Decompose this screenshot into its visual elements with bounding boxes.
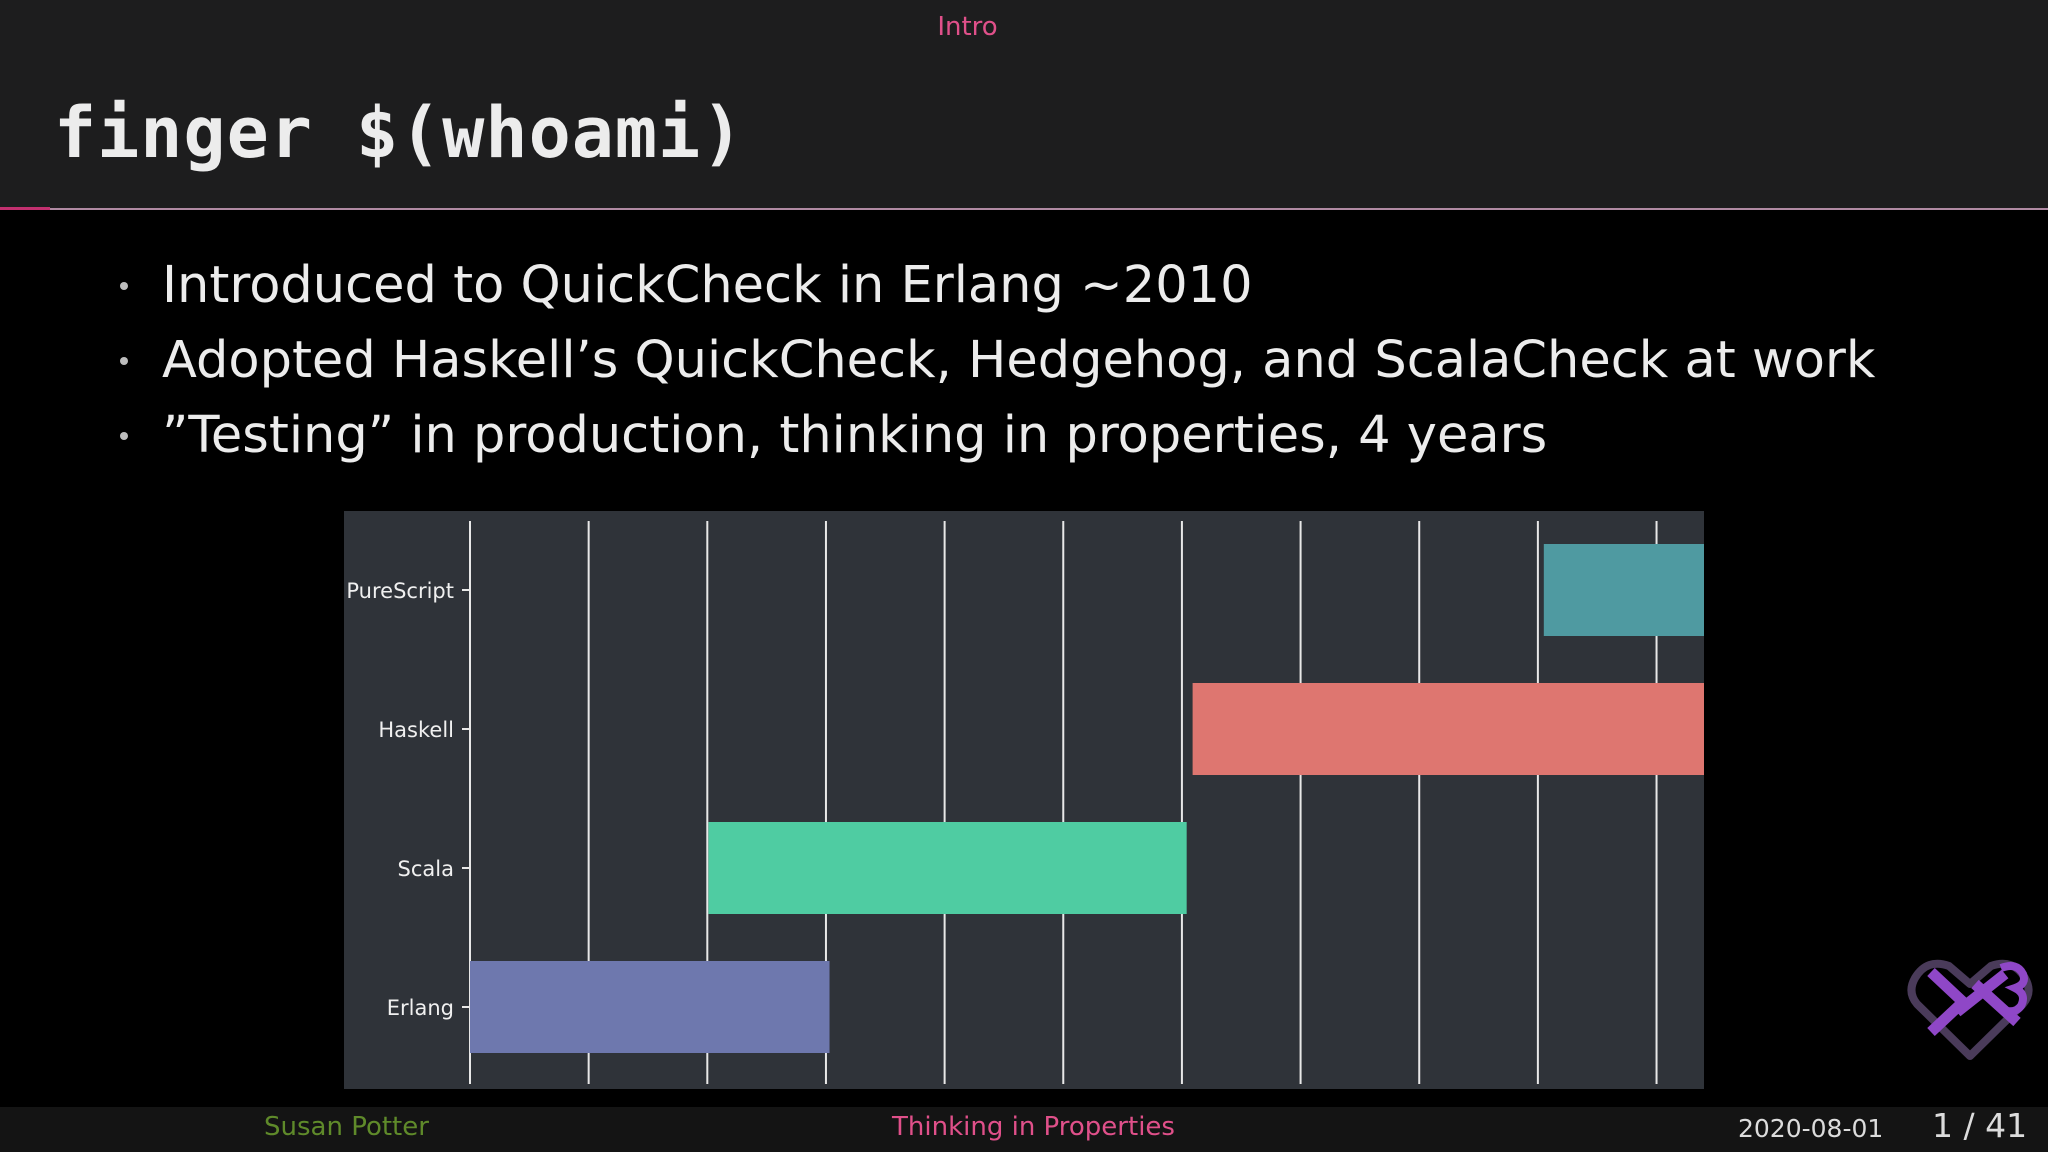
- timeline-chart-svg: PureScript Haskell Scala Erlang: [346, 521, 1704, 1084]
- page-number: 1 / 41: [1932, 1106, 2028, 1145]
- footer-date: 2020-08-01: [1738, 1114, 1884, 1143]
- bullet-text: Introduced to QuickCheck in Erlang ~2010: [162, 256, 1253, 315]
- bar-purescript: [1543, 544, 1704, 636]
- header-progress-accent: [0, 207, 50, 210]
- slide-footer: [0, 1107, 2048, 1152]
- bullet-item: Adopted Haskell’s QuickCheck, Hedgehog, …: [120, 323, 1875, 398]
- y-tick-label: Haskell: [378, 718, 454, 742]
- y-tick-label: Scala: [398, 857, 454, 881]
- bullet-item: Introduced to QuickCheck in Erlang ~2010: [120, 248, 1875, 323]
- bullet-dot-icon: [120, 357, 128, 365]
- bullet-list: Introduced to QuickCheck in Erlang ~2010…: [120, 248, 1875, 473]
- slide-header: [0, 0, 2048, 210]
- footer-talk-title: Thinking in Properties: [892, 1112, 1175, 1142]
- footer-author: Susan Potter: [264, 1112, 429, 1142]
- bullet-text: Adopted Haskell’s QuickCheck, Hedgehog, …: [162, 331, 1876, 390]
- timeline-chart: PureScript Haskell Scala Erlang: [344, 511, 1704, 1089]
- bar-scala: [708, 822, 1187, 914]
- bar-erlang: [470, 961, 830, 1053]
- bar-haskell: [1192, 683, 1704, 775]
- heart-arrow-logo-icon: [1907, 959, 2033, 1060]
- y-tick-label: Erlang: [387, 996, 454, 1020]
- bullet-dot-icon: [120, 432, 128, 440]
- bullet-dot-icon: [120, 282, 128, 290]
- bullet-text: ”Testing” in production, thinking in pro…: [162, 406, 1548, 465]
- y-tick-label: PureScript: [346, 579, 454, 603]
- slide-title: finger $(whoami): [54, 92, 745, 174]
- section-title: Intro: [937, 12, 998, 42]
- bullet-item: ”Testing” in production, thinking in pro…: [120, 398, 1875, 473]
